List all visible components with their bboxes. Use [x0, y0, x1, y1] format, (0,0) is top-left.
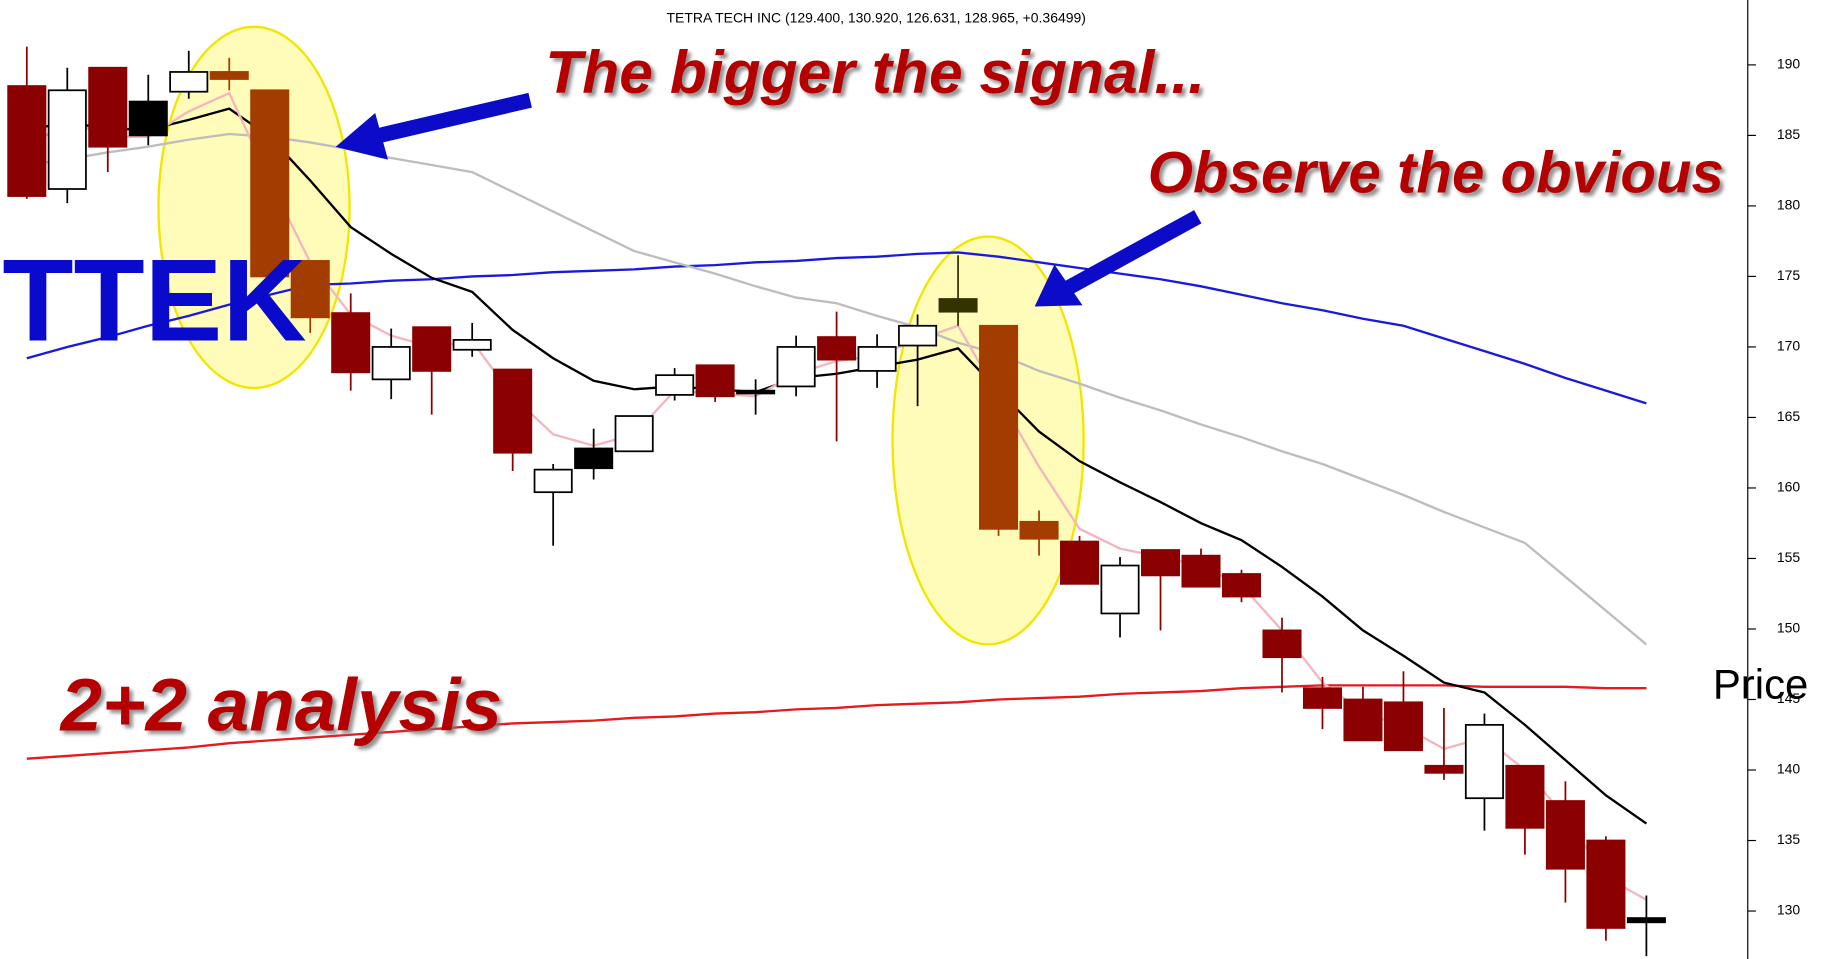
- moving-average-line: [26, 684, 1647, 760]
- candle-body: [1262, 629, 1302, 659]
- y-tick-label: 130: [1777, 902, 1801, 918]
- candle-body: [938, 298, 978, 313]
- y-axis-label: Price: [1713, 661, 1809, 708]
- arrow-shaft: [368, 92, 532, 145]
- moving-average-line: [26, 132, 1648, 646]
- candle-body: [776, 346, 816, 388]
- y-tick-label: 185: [1777, 126, 1801, 142]
- candle-body: [493, 368, 533, 454]
- y-tick-label: 170: [1777, 338, 1801, 354]
- candle-body: [1019, 520, 1059, 540]
- y-tick-label: 145: [1777, 690, 1801, 706]
- y-tick-label: 165: [1777, 408, 1801, 424]
- plot-area: [7, 46, 1666, 957]
- candle-body: [290, 260, 330, 319]
- arrow-shaft: [1062, 210, 1202, 296]
- candle-body: [736, 389, 776, 395]
- candle-body: [452, 339, 492, 351]
- annotation: The bigger the signal...: [545, 38, 1205, 106]
- y-tick-label: 160: [1777, 479, 1801, 495]
- candle-body: [1060, 540, 1100, 585]
- candle-body: [331, 312, 371, 374]
- candle-body: [88, 66, 128, 148]
- candle-body: [1302, 687, 1342, 709]
- candle-body: [1505, 764, 1545, 829]
- y-tick-label: 155: [1777, 549, 1801, 565]
- candle-body: [655, 374, 695, 396]
- y-tick-label: 150: [1777, 620, 1801, 636]
- candle-body: [209, 71, 249, 80]
- y-tick-label: 135: [1777, 831, 1801, 847]
- candle-body: [533, 468, 573, 494]
- candle-body: [412, 326, 452, 372]
- candle-body: [817, 336, 857, 361]
- candle-body: [1545, 800, 1585, 870]
- candle-body: [169, 71, 209, 93]
- candle-body: [1383, 701, 1423, 752]
- candle-body: [1141, 549, 1181, 577]
- candle-body: [1181, 554, 1221, 588]
- candle-body: [695, 364, 735, 398]
- candle-body: [250, 89, 290, 278]
- annotation: Observe the obvious: [1148, 141, 1724, 206]
- arrow: [335, 92, 532, 160]
- y-tick-label: 140: [1777, 761, 1801, 777]
- candle-body: [574, 447, 614, 470]
- y-tick-label: 180: [1777, 197, 1801, 213]
- candle-body: [1424, 764, 1464, 774]
- candle-body: [371, 346, 411, 381]
- candle-body: [1586, 839, 1626, 929]
- candle-body: [1464, 724, 1504, 800]
- candle-body: [979, 324, 1019, 530]
- arrow: [1034, 210, 1202, 307]
- candle-body: [898, 324, 938, 347]
- candle-body: [1343, 698, 1383, 742]
- candle-body: [1221, 573, 1262, 598]
- candle-body: [7, 85, 47, 197]
- chart-title: TETRA TECH INC (129.400, 130.920, 126.63…: [666, 9, 1085, 25]
- y-tick-label: 175: [1777, 267, 1801, 283]
- candle-body: [47, 89, 87, 190]
- annotation: 2+2 analysis: [59, 662, 503, 746]
- arrow-head: [335, 113, 389, 160]
- candle-body: [614, 415, 654, 453]
- ticker-label: TTEK: [2, 236, 306, 366]
- arrow-head: [1034, 264, 1083, 307]
- y-tick-label: 190: [1777, 56, 1801, 72]
- candle-body: [128, 100, 168, 137]
- candle-body: [857, 346, 897, 372]
- candle-body: [1626, 917, 1666, 924]
- candle-body: [1100, 564, 1140, 615]
